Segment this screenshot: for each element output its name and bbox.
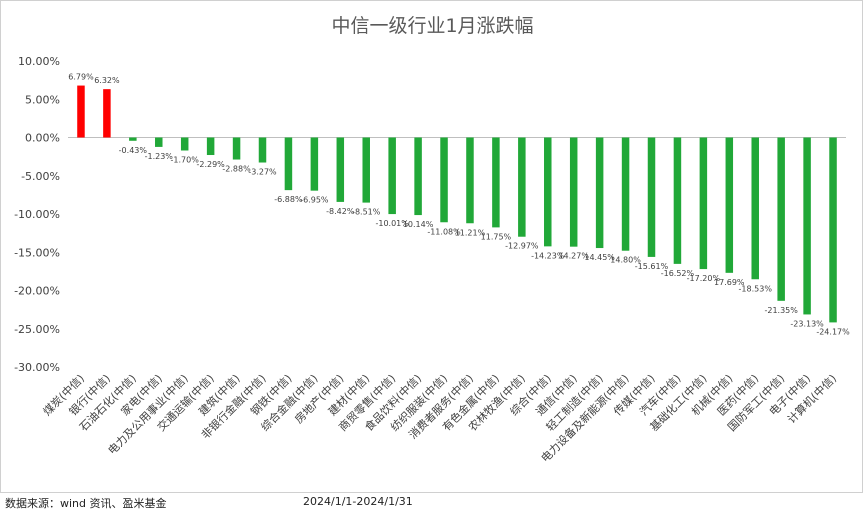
data-label: -17.20%: [687, 274, 721, 283]
data-label: -8.51%: [352, 208, 381, 217]
bar: [155, 137, 163, 147]
bar: [258, 137, 267, 163]
bar: [232, 137, 241, 160]
data-label: -12.97%: [505, 242, 539, 251]
y-tick-label: -10.00%: [14, 208, 60, 221]
bar: [725, 137, 734, 273]
data-label: -3.27%: [248, 168, 277, 177]
data-label: -15.61%: [635, 262, 669, 271]
bar: [103, 89, 111, 138]
data-label: -1.23%: [145, 152, 174, 161]
data-label: -11.08%: [427, 227, 461, 236]
bar: [362, 137, 370, 203]
data-label: 11.75%: [481, 232, 512, 241]
y-tick-label: -15.00%: [14, 246, 60, 259]
y-tick-label: -30.00%: [14, 361, 60, 374]
bar: [518, 137, 526, 237]
data-label: 17.69%: [714, 278, 745, 287]
bar: [829, 137, 837, 323]
bar: [751, 137, 759, 280]
bar-chart: 10.00% 5.00% 0.00% -5.00% -10.00% -15.00% -20.…: [14, 55, 850, 465]
bar: [673, 137, 682, 264]
bar: [777, 137, 785, 301]
data-label: -2.29%: [196, 160, 225, 169]
y-tick-label: 10.00%: [18, 55, 60, 68]
data-label: -14.23%: [531, 251, 565, 260]
y-tick-label: -25.00%: [14, 323, 60, 336]
bar: [206, 137, 215, 156]
chart-frame: 中信一级行业1月涨跌幅 10.00% 5.00% 0.00% -5.00% -10.00…: [0, 0, 863, 493]
data-label: -2.88%: [222, 165, 251, 174]
bar: [336, 137, 345, 202]
bar: [699, 137, 708, 270]
bar: [388, 137, 396, 215]
data-label: 11.21%: [455, 228, 486, 237]
data-label: 6.79%: [68, 73, 94, 82]
bar: [310, 137, 319, 191]
y-tick-label: -5.00%: [21, 170, 60, 183]
date-range-note: 2024/1/1-2024/1/31: [303, 495, 413, 508]
data-label: -16.52%: [661, 269, 695, 278]
y-tick-label: 0.00%: [25, 132, 60, 145]
data-label: -23.13%: [790, 319, 824, 328]
data-label: 6.32%: [94, 76, 120, 85]
data-label: -8.42%: [326, 207, 355, 216]
data-label: 10.14%: [403, 220, 434, 229]
data-label: 14.27%: [558, 252, 589, 261]
bar: [129, 137, 137, 141]
bar: [621, 137, 630, 251]
data-label: -6.95%: [300, 196, 329, 205]
data-label: -18.53%: [739, 284, 773, 293]
data-label: -24.17%: [816, 327, 850, 336]
data-label: -21.35%: [764, 306, 798, 315]
data-label: -6.88%: [274, 195, 303, 204]
bar: [803, 137, 811, 315]
bar: [569, 137, 578, 247]
bar: [492, 137, 500, 228]
y-tick-label: -20.00%: [14, 285, 60, 298]
data-label: 14.80%: [610, 256, 641, 265]
bar: [647, 137, 656, 257]
bar: [414, 137, 422, 216]
data-label: -1.70%: [171, 156, 200, 165]
bar: [77, 85, 85, 138]
y-tick-label: 5.00%: [25, 93, 60, 106]
data-label: 14.45%: [584, 253, 615, 262]
data-label: -0.43%: [119, 146, 148, 155]
bar: [440, 137, 448, 223]
data-source-note: 数据来源：wind 资讯、盈米基金: [5, 497, 167, 510]
bar: [595, 137, 604, 249]
bar: [284, 137, 293, 191]
chart-title: 中信一级行业1月涨跌幅: [331, 15, 534, 37]
data-label: -10.01%: [375, 219, 409, 228]
bar: [180, 137, 189, 151]
bar: [466, 137, 474, 224]
bar: [544, 137, 552, 247]
